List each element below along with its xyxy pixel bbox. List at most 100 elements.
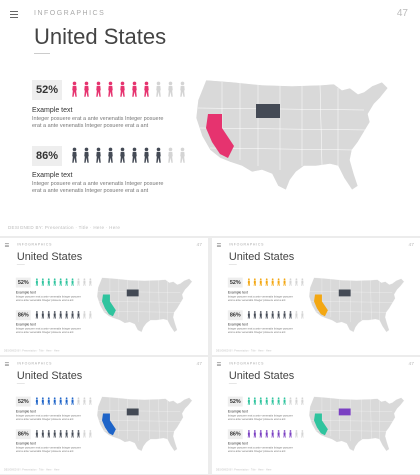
- walking-person-icon: [77, 397, 80, 405]
- walking-person-icon: [83, 311, 86, 319]
- walking-person-icon: [59, 430, 62, 438]
- page-number: 47: [196, 241, 203, 248]
- slide-title: United States: [34, 24, 167, 49]
- walking-person-icon: [41, 430, 44, 438]
- walking-person-icon: [71, 311, 74, 319]
- example-body-2: Integer posuere erat a ante venenatis In…: [227, 446, 293, 454]
- slide-footer: DESIGNED BY: Presentation · Title · Here…: [3, 468, 60, 471]
- walking-person-icon: [83, 278, 86, 286]
- walking-person-icon: [283, 278, 286, 286]
- page-number: 47: [408, 360, 415, 367]
- walking-person-icon: [301, 430, 304, 438]
- walking-person-icon: [108, 81, 113, 97]
- walking-person-icon: [277, 278, 280, 286]
- walking-person-icon: [47, 397, 50, 405]
- walking-person-icon: [89, 397, 92, 405]
- walking-person-icon: [283, 430, 286, 438]
- hamburger-icon[interactable]: [216, 243, 221, 247]
- slide-kicker: INFOGRAPHICS: [34, 10, 106, 17]
- walking-person-icon: [132, 147, 137, 163]
- stat-value-1: 52%: [227, 277, 243, 288]
- slide-kicker: INFOGRAPHICS: [228, 361, 265, 366]
- hamburger-icon[interactable]: [4, 243, 9, 247]
- walking-person-icon: [77, 311, 80, 319]
- slide-footer: DESIGNED BY: Presentation · Title · Here…: [215, 468, 272, 471]
- figure-row-2: [70, 147, 187, 164]
- slide-title: United States: [228, 249, 295, 263]
- walking-person-icon: [53, 430, 56, 438]
- walking-person-icon: [180, 81, 185, 97]
- figure-row-1: [35, 278, 93, 286]
- hamburger-icon[interactable]: [10, 11, 18, 18]
- walking-person-icon: [47, 278, 50, 286]
- figure-row-2: [247, 430, 305, 438]
- stat-value-1: 52%: [227, 396, 243, 407]
- highlight-state: [102, 294, 116, 317]
- walking-person-icon: [283, 311, 286, 319]
- walking-person-icon: [277, 397, 280, 405]
- slide-title: United States: [228, 368, 295, 382]
- walking-person-icon: [247, 311, 251, 319]
- main-slide: INFOGRAPHICS 47 United States 52% Exampl…: [0, 0, 420, 236]
- figure-row-1: [247, 397, 305, 405]
- usa-outline: [308, 277, 405, 333]
- walking-person-icon: [301, 397, 304, 405]
- walking-person-icon: [41, 311, 44, 319]
- thumbnail-slide-4[interactable]: INFOGRAPHICS 47 United States 52% Exampl…: [212, 357, 420, 474]
- walking-person-icon: [35, 278, 39, 286]
- walking-person-icon: [259, 397, 262, 405]
- slide-kicker: INFOGRAPHICS: [16, 242, 53, 247]
- walking-person-icon: [41, 278, 44, 286]
- highlight-state: [206, 114, 234, 158]
- walking-person-icon: [59, 397, 62, 405]
- thumbnail-slide-3[interactable]: INFOGRAPHICS 47 United States 52% Exampl…: [0, 357, 208, 474]
- figure-row-2: [35, 311, 93, 319]
- walking-person-icon: [265, 430, 268, 438]
- walking-person-icon: [35, 311, 39, 319]
- walking-person-icon: [96, 147, 101, 163]
- usa-map: [96, 396, 193, 452]
- walking-person-icon: [253, 397, 256, 405]
- walking-person-icon: [77, 278, 80, 286]
- example-body-1: Integer posuere erat a ante venenatis In…: [15, 295, 81, 302]
- walking-person-icon: [265, 278, 268, 286]
- example-body-1: Integer posuere erat a ante venenatis In…: [227, 414, 293, 421]
- walking-person-icon: [289, 278, 292, 286]
- walking-person-icon: [295, 430, 298, 438]
- example-label-2: Example text: [227, 442, 248, 446]
- highlight-state: [314, 294, 328, 317]
- hamburger-icon[interactable]: [216, 362, 221, 366]
- walking-person-icon: [84, 81, 89, 97]
- walking-person-icon: [59, 311, 62, 319]
- example-label-1: Example text: [15, 409, 36, 414]
- walking-person-icon: [289, 311, 292, 319]
- example-body-2: Integer posuere erat a ante venenatis In…: [32, 181, 164, 194]
- stat-value-2: 86%: [227, 310, 243, 321]
- walking-person-icon: [53, 311, 56, 319]
- secondary-state: [256, 104, 280, 118]
- page-number: 47: [396, 8, 408, 19]
- figure-row-1: [35, 397, 93, 405]
- slide-title: United States: [16, 368, 83, 382]
- walking-person-icon: [71, 278, 74, 286]
- walking-person-icon: [301, 311, 304, 319]
- walking-person-icon: [277, 430, 280, 438]
- example-label-2: Example text: [15, 442, 36, 446]
- thumbnail-slide-2[interactable]: INFOGRAPHICS 47 United States 52% Exampl…: [212, 238, 420, 355]
- thumbnail-slide-1[interactable]: INFOGRAPHICS 47 United States 52% Exampl…: [0, 238, 208, 355]
- page-number: 47: [408, 241, 415, 248]
- walking-person-icon: [259, 430, 262, 438]
- usa-map: [96, 277, 193, 333]
- walking-person-icon: [156, 147, 161, 163]
- walking-person-icon: [132, 81, 137, 97]
- walking-person-icon: [253, 311, 256, 319]
- walking-person-icon: [47, 430, 50, 438]
- hamburger-icon[interactable]: [4, 362, 9, 366]
- walking-person-icon: [271, 278, 274, 286]
- walking-person-icon: [271, 430, 274, 438]
- walking-person-icon: [72, 147, 77, 163]
- walking-person-icon: [295, 278, 298, 286]
- walking-person-icon: [289, 397, 292, 405]
- secondary-state: [338, 408, 351, 416]
- example-body-1: Integer posuere erat a ante venenatis In…: [15, 414, 81, 421]
